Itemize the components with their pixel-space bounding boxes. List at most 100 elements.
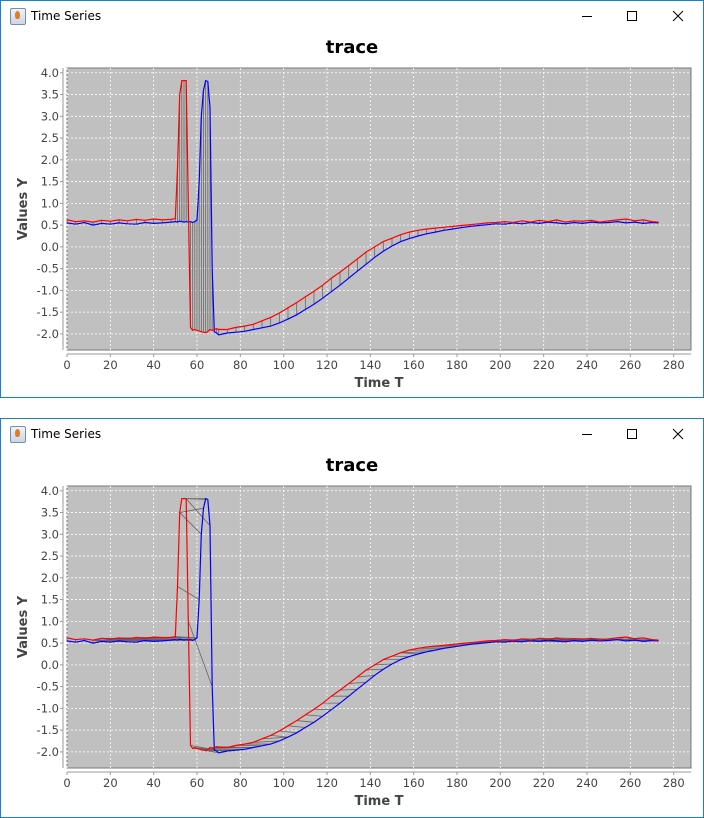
x-tick-label: 240: [576, 776, 598, 790]
x-tick-label: 140: [359, 776, 381, 790]
y-tick-label: 3.0: [41, 109, 59, 123]
minimize-icon: [582, 434, 592, 435]
minimize-icon: [582, 16, 592, 17]
y-tick-label: 3.5: [41, 506, 59, 520]
time-series-window-1: Time Series trace 0 20 40 60 80 100 120 140 160 18…: [0, 0, 704, 398]
alignment-connector: [190, 744, 215, 751]
y-tick-label: 0.5: [41, 218, 59, 232]
x-tick-label: 80: [233, 358, 248, 372]
alignment-connector: [305, 714, 323, 717]
series-blue-line: [66, 497, 659, 754]
x-tick-label: 20: [103, 358, 118, 372]
x-tick-label: 20: [103, 776, 118, 790]
x-tick-label: 280: [663, 358, 685, 372]
y-tick-label: 1.0: [41, 614, 59, 628]
series-blue-line: [66, 79, 659, 336]
maximize-button[interactable]: [617, 6, 647, 26]
y-tick-label: -2.0: [37, 745, 59, 759]
window-title: Time Series: [31, 427, 102, 441]
x-tick-label: 260: [619, 358, 641, 372]
x-tick-label: 0: [63, 776, 70, 790]
y-tick-label: 1.0: [41, 196, 59, 210]
title-bar[interactable]: Time Series: [1, 419, 703, 449]
alignment-connector: [261, 736, 289, 740]
alignment-connector: [400, 651, 427, 654]
maximize-icon: [627, 429, 637, 439]
x-axis-label: Time T: [354, 794, 403, 809]
x-tick-label: 120: [316, 358, 338, 372]
euclidean-alignment-chart: trace 0 20 40 60 80 100 120 140 160 180 200 220 240 26…: [16, 37, 692, 391]
alignment-connector: [253, 740, 280, 743]
y-tick-label: 2.0: [41, 571, 59, 585]
x-tick-label: 280: [663, 776, 685, 790]
dtw-alignment-chart: trace 0 20 40 60 80 100 120 140 160 180 200 220 240 26…: [16, 455, 692, 809]
alignment-connector: [187, 621, 213, 687]
x-tick-label: 0: [63, 358, 70, 372]
y-tick-label: -0.5: [37, 262, 59, 276]
x-tick-label: 180: [446, 358, 468, 372]
y-tick-label: 4.0: [41, 66, 59, 80]
y-tick-label: 3.5: [41, 88, 59, 102]
alignment-connector: [374, 663, 393, 666]
y-tick-label: 1.5: [41, 593, 59, 607]
minimize-button[interactable]: [572, 424, 602, 444]
y-tick-label: -1.5: [37, 305, 59, 319]
window-title: Time Series: [31, 9, 102, 23]
x-tick-label: 60: [190, 358, 205, 372]
alignment-connector: [179, 512, 202, 535]
alignment-connector: [185, 498, 211, 526]
alignment-connector: [179, 507, 204, 513]
y-tick-label: -1.0: [37, 283, 59, 297]
time-series-window-2: Time Series trace 0 20 40 60 80 100 120 140 160 18…: [0, 418, 704, 818]
y-tick-label: -0.5: [37, 680, 59, 694]
alignment-connector: [348, 681, 367, 684]
plot-area: [66, 67, 692, 351]
chart-title: trace: [326, 37, 379, 58]
maximize-button[interactable]: [617, 424, 647, 444]
alignment-connector: [287, 725, 306, 728]
y-tick-label: 0.0: [41, 658, 59, 672]
y-tick-label: -1.5: [37, 723, 59, 737]
y-axis-label: Values Y: [16, 595, 31, 658]
y-tick-label: 4.0: [41, 484, 59, 498]
y-axis-label: Values Y: [16, 177, 31, 240]
close-button[interactable]: [663, 6, 693, 26]
y-tick-label: 1.5: [41, 175, 59, 189]
series-red-line: [66, 497, 659, 752]
alignment-connector: [339, 688, 358, 691]
title-bar[interactable]: Time Series: [1, 1, 703, 31]
x-tick-label: 80: [233, 776, 248, 790]
x-axis-label: Time T: [354, 376, 403, 391]
x-tick-label: 40: [146, 776, 161, 790]
x-tick-label: 120: [316, 776, 338, 790]
close-icon: [672, 428, 684, 440]
java-app-icon: [10, 426, 26, 443]
x-tick-label: 260: [619, 776, 641, 790]
alignment-connector: [296, 720, 315, 723]
x-tick-label: 220: [533, 776, 555, 790]
x-tick-label: 220: [533, 358, 555, 372]
alignment-connector: [400, 652, 419, 655]
minimize-button[interactable]: [572, 6, 602, 26]
x-tick-label: 200: [489, 358, 511, 372]
alignment-connector: [270, 734, 289, 738]
x-tick-label: 160: [403, 776, 425, 790]
x-tick-label: 60: [190, 776, 205, 790]
x-tick-label: 240: [576, 358, 598, 372]
java-app-icon: [10, 8, 26, 25]
x-tick-label: 180: [446, 776, 468, 790]
series-red-line: [66, 79, 659, 334]
y-tick-label: 2.5: [41, 549, 59, 563]
chart-title: trace: [326, 455, 379, 476]
x-tick-label: 140: [359, 358, 381, 372]
y-tick-label: 2.5: [41, 131, 59, 145]
x-tick-label: 200: [489, 776, 511, 790]
close-icon: [672, 10, 684, 22]
y-tick-label: 0.5: [41, 636, 59, 650]
close-button[interactable]: [663, 424, 693, 444]
y-tick-label: -2.0: [37, 327, 59, 341]
x-tick-label: 100: [273, 776, 295, 790]
y-tick-label: 0.0: [41, 240, 59, 254]
y-tick-label: 2.0: [41, 153, 59, 167]
x-tick-label: 100: [273, 358, 295, 372]
